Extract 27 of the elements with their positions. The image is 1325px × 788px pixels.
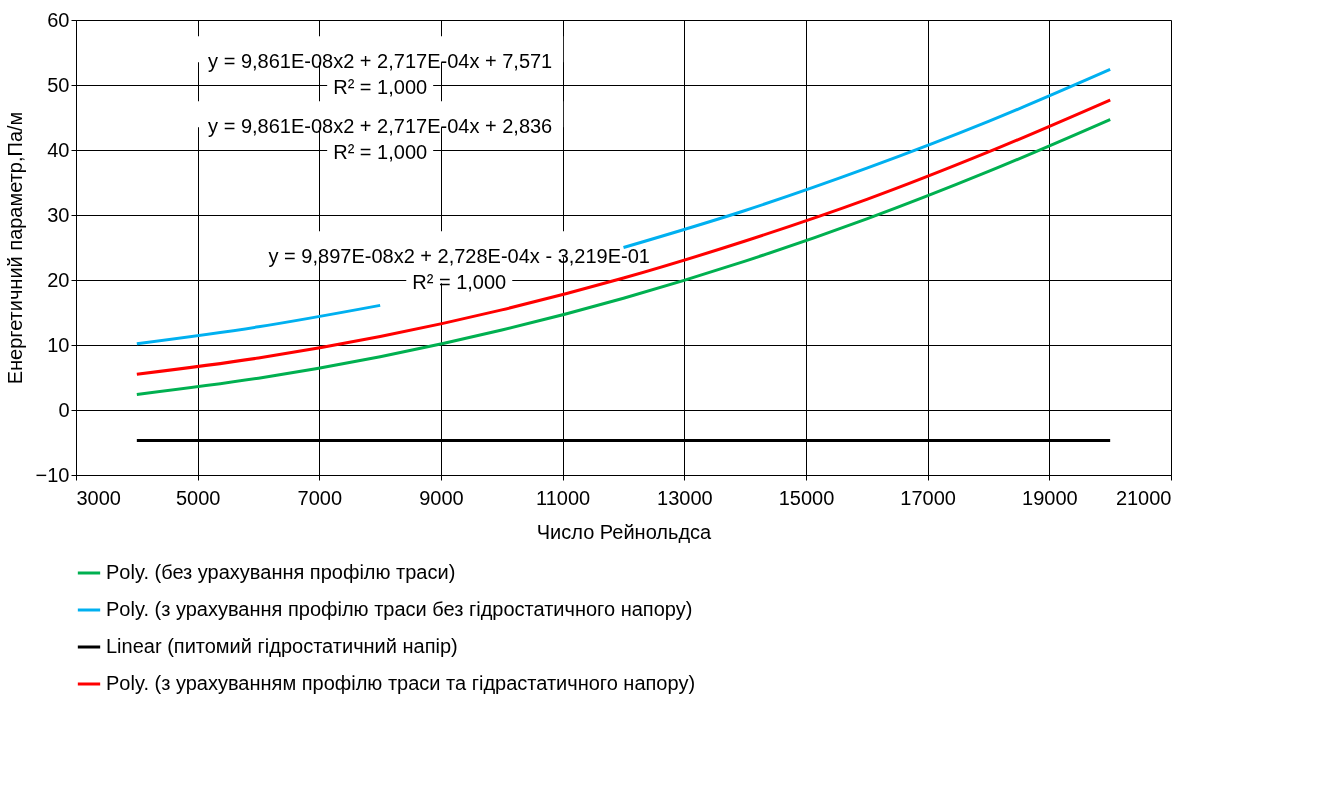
x-tick-label: 11000 — [536, 486, 591, 509]
x-tick-label: 13000 — [657, 486, 713, 509]
y-tick-label: 20 — [47, 268, 70, 291]
annotation: y = 9,861E-08x2 + 2,717E-04x + 7,571 R² = 1,000 — [208, 50, 553, 99]
x-tick-label: 3000 — [76, 486, 121, 509]
x-tick-label: 15000 — [778, 486, 835, 509]
annotation: y = 9,897E-08x2 + 2,728E-04x - 3,219E-01 R² = 1,000 — [268, 245, 650, 294]
x-tick-label: 21000 — [1115, 486, 1172, 509]
annotation: y = 9,861E-08x2 + 2,717E-04x + 2,836 R² = 1,000 — [208, 115, 553, 164]
y-tick-label: 60 — [47, 8, 70, 31]
legend-label: Poly. (з урахування профілю траси без гідростатичного напору) — [106, 598, 693, 620]
legend-label: Poly. (без урахування профілю траси) — [106, 561, 456, 583]
x-tick-label: 7000 — [297, 486, 343, 509]
legend-label: Linear (питомий гідростатичний напір) — [106, 635, 458, 657]
y-axis-title: Енергетичний параметр,Па/м — [3, 111, 26, 385]
x-tick-label: 17000 — [900, 486, 956, 509]
y-tick-label: 0 — [58, 398, 70, 421]
x-axis-title: Число Рейнольдса — [536, 520, 713, 543]
x-tick-label: 5000 — [175, 486, 221, 509]
y-tick-label: 40 — [47, 138, 70, 161]
x-tick-label: 9000 — [419, 486, 464, 509]
x-tick-label: 19000 — [1022, 486, 1078, 509]
legend-label: Poly. (з урахуванням профілю траси та гідрастатичного напору) — [106, 672, 696, 694]
y-tick-label: −10 — [35, 463, 70, 486]
y-tick-label: 10 — [47, 333, 70, 356]
y-tick-label: 50 — [47, 73, 70, 96]
y-tick-label: 30 — [47, 203, 70, 226]
